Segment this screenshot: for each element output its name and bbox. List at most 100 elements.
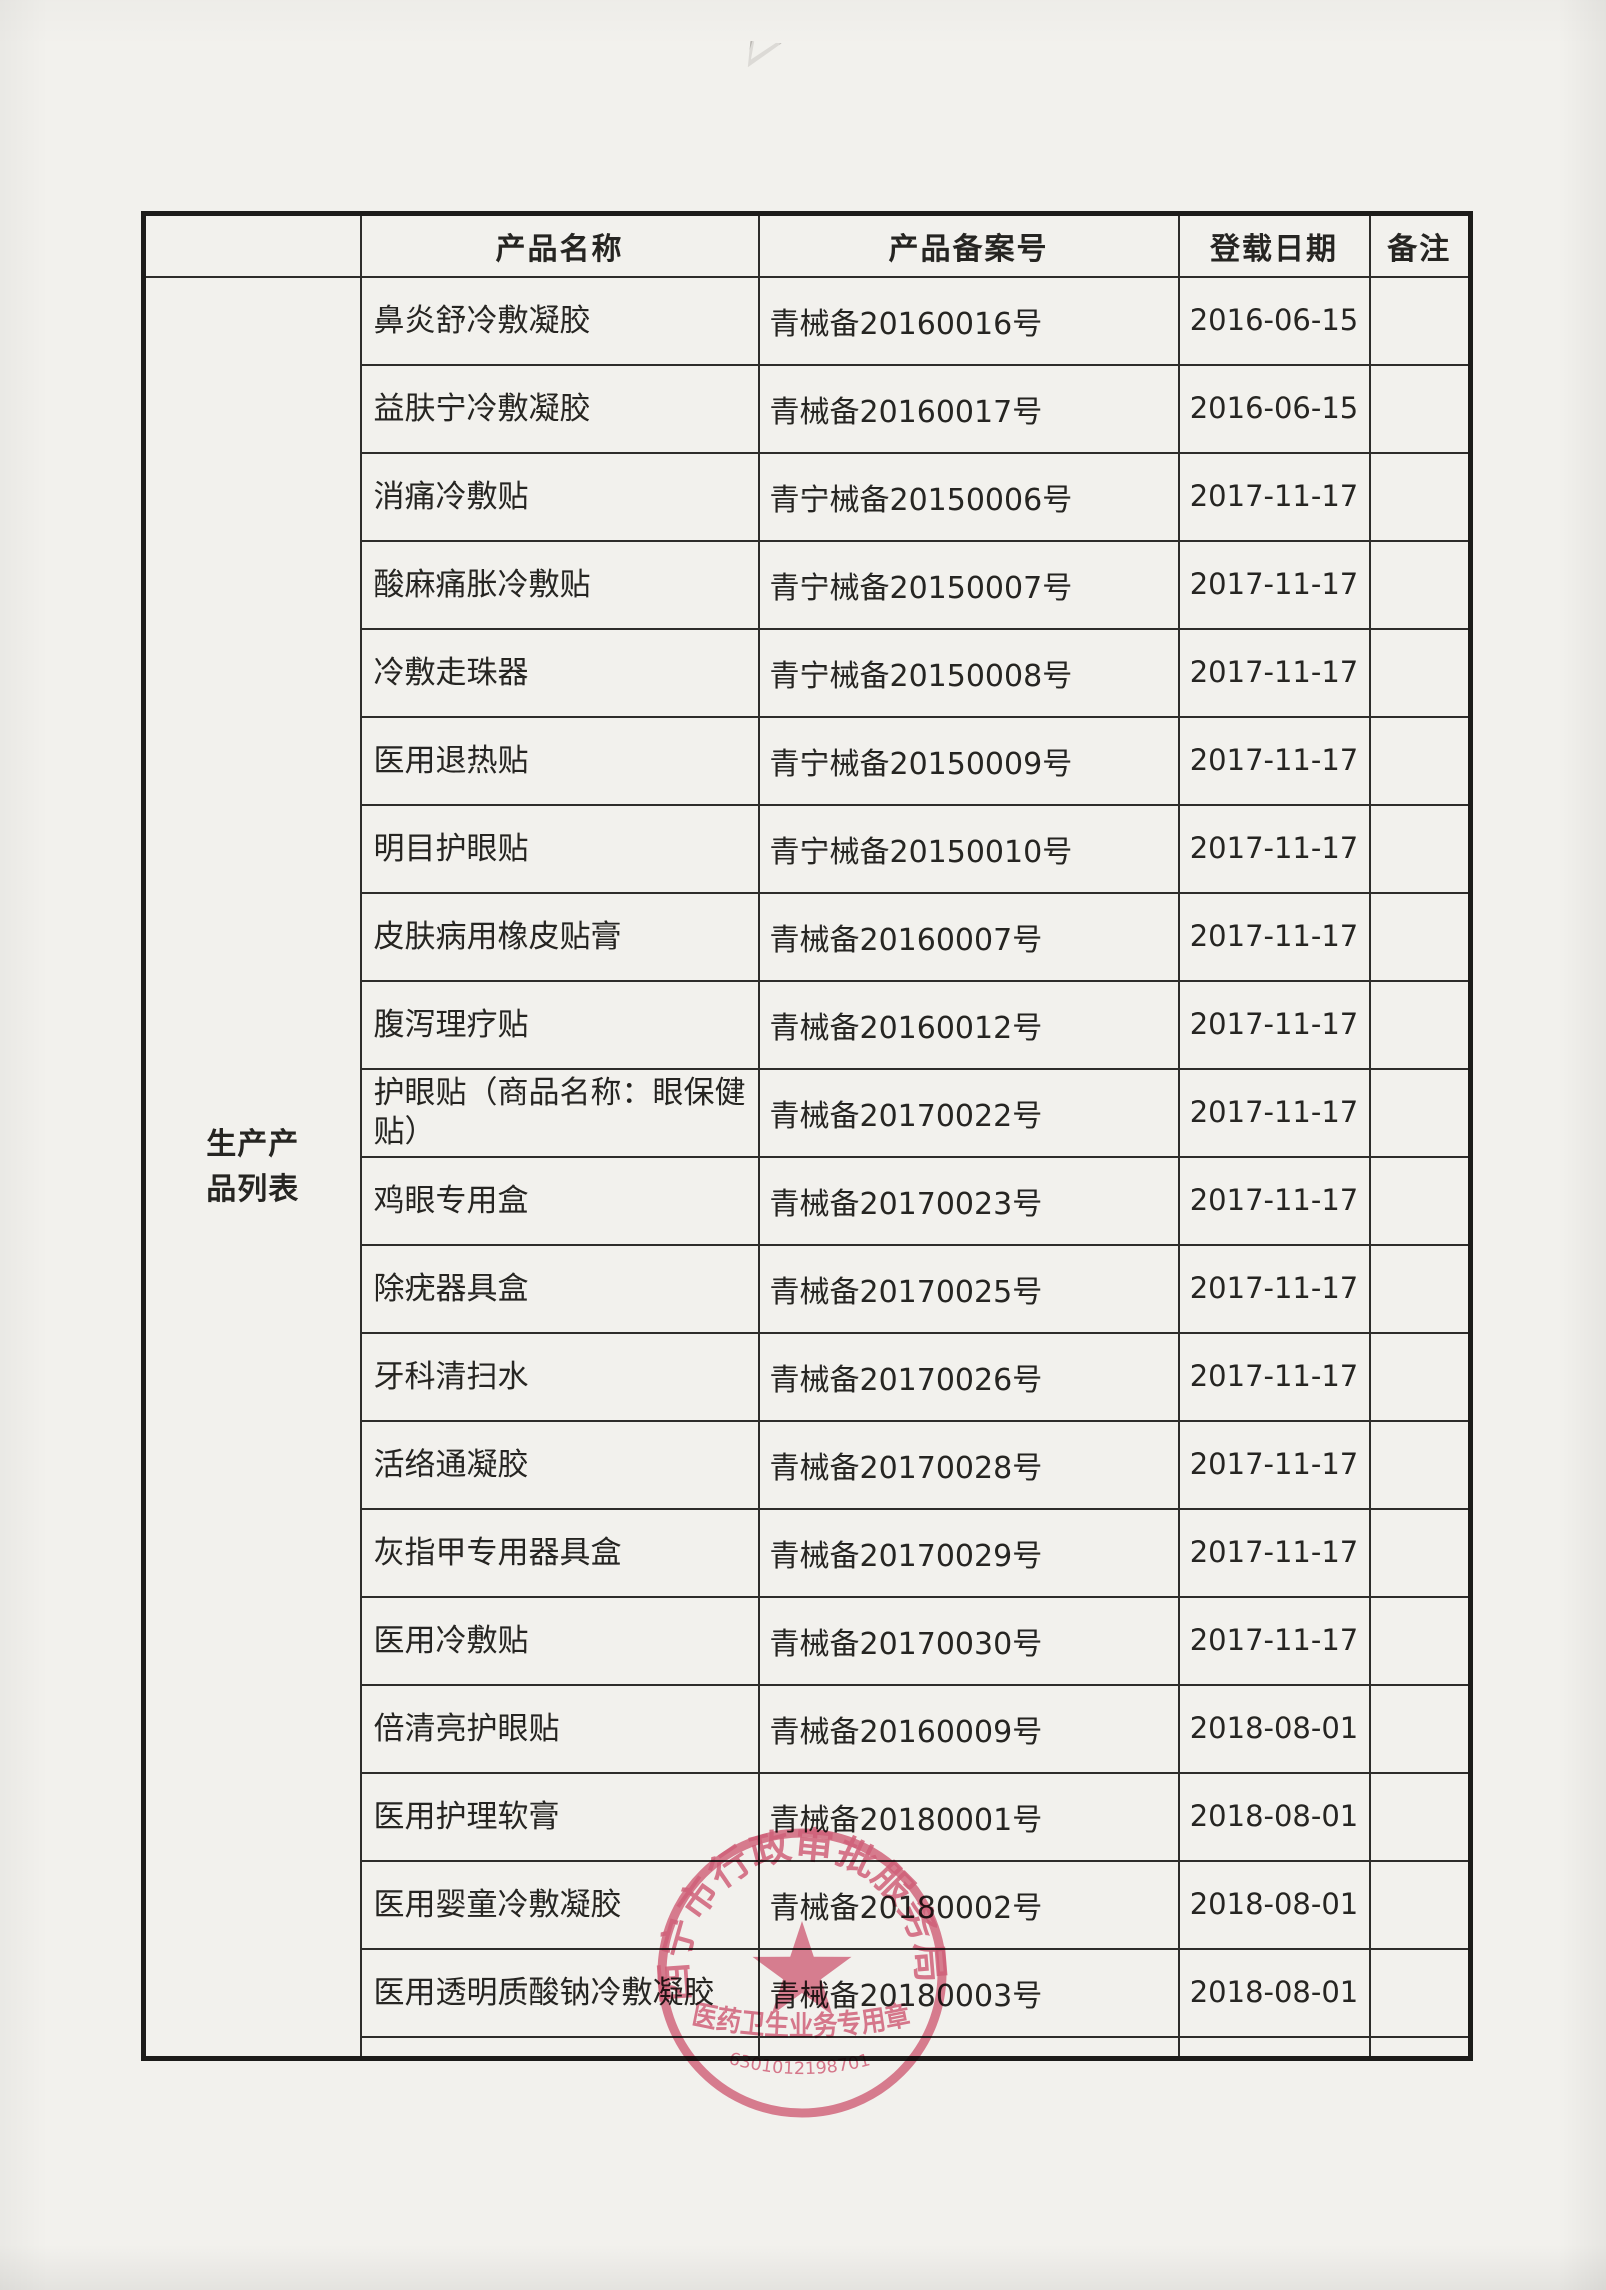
registration-number-cell: 青宁械备20150007号 (757, 540, 1180, 630)
registration-number-cell: 青械备20180003号 (757, 1948, 1180, 2038)
publish-date-cell: 2017-11-17 (1177, 1420, 1371, 1510)
publish-date-cell: 2017-11-17 (1177, 1508, 1371, 1598)
remarks-cell (1368, 804, 1472, 894)
publish-date-cell: 2017-11-17 (1177, 628, 1371, 718)
product-table-body: 产品名称 产品备案号 登载日期 备注 生产产品列表 鼻炎舒冷敷凝胶 青械备2016… (142, 212, 1472, 2060)
registration-number-cell: 青械备20170029号 (757, 1508, 1180, 1598)
remarks-cell (1368, 540, 1472, 630)
remarks-cell (1368, 1244, 1472, 1334)
registration-number-cell: 青械备20180002号 (757, 1860, 1180, 1950)
registration-number-cell: 青械备20160007号 (757, 892, 1180, 982)
registration-number-cell: 青械备20170026号 (757, 1332, 1180, 1422)
remarks-cell (1368, 1068, 1472, 1158)
table-row: 酸麻痛胀冷敷贴 青宁械备20150007号 2017-11-17 (144, 540, 1472, 630)
registration-number-cell: 青械备20160016号 (757, 276, 1180, 366)
remarks-cell (1368, 1948, 1472, 2038)
remarks-cell (1368, 1332, 1472, 1422)
table-row: 灰指甲专用器具盒 青械备20170029号 2017-11-17 (144, 1508, 1472, 1598)
registration-number-cell: 青械备20170028号 (757, 1420, 1180, 1510)
product-name-cell: 倍清亮护眼贴 (359, 1684, 760, 1774)
registration-number-cell: 青械备20170023号 (757, 1156, 1180, 1246)
publish-date-cell: 2018-08-01 (1177, 1684, 1371, 1774)
publish-date-cell: 2016-06-15 (1177, 276, 1371, 366)
remarks-cell (1368, 1860, 1472, 1950)
header-remarks: 备注 (1368, 212, 1472, 278)
table-row: 牙科清扫水 青械备20170026号 2017-11-17 (144, 1332, 1472, 1422)
table-row: 益肤宁冷敷凝胶 青械备20160017号 2016-06-15 (144, 364, 1472, 454)
product-name-cell: 灰指甲专用器具盒 (359, 1508, 760, 1598)
publish-date-cell: 2018-08-01 (1177, 1860, 1371, 1950)
product-name-cell: 消痛冷敷贴 (359, 452, 760, 542)
product-table: 产品名称 产品备案号 登载日期 备注 生产产品列表 鼻炎舒冷敷凝胶 青械备2016… (141, 211, 1473, 2061)
product-name-cell: 牙科清扫水 (359, 1332, 760, 1422)
publish-date-cell: 2017-11-17 (1177, 1068, 1371, 1158)
table-row: 明目护眼贴 青宁械备20150010号 2017-11-17 (144, 804, 1472, 894)
table-row: 护眼贴（商品名称：眼保健贴） 青械备20170022号 2017-11-17 (144, 1068, 1472, 1158)
publish-date-cell: 2017-11-17 (1177, 452, 1371, 542)
table-row: 倍清亮护眼贴 青械备20160009号 2018-08-01 (144, 1684, 1472, 1774)
remarks-cell (1368, 1772, 1472, 1862)
pencil-scan-mark (742, 41, 782, 69)
publish-date-cell: 2018-08-01 (1177, 1772, 1371, 1862)
product-name-cell: 冷敷走珠器 (359, 628, 760, 718)
product-name-cell: 医用退热贴 (359, 716, 760, 806)
remarks-cell (1368, 364, 1472, 454)
remarks-cell (1368, 1596, 1472, 1686)
table-row: 冷敷走珠器 青宁械备20150008号 2017-11-17 (144, 628, 1472, 718)
product-name-cell: 明目护眼贴 (359, 804, 760, 894)
remarks-cell (1368, 1508, 1472, 1598)
remarks-cell (1368, 716, 1472, 806)
publish-date-cell: 2017-11-17 (1177, 804, 1371, 894)
row-group-label: 生产产品列表 (142, 276, 362, 2060)
registration-number-cell: 青械备20170022号 (757, 1068, 1180, 1158)
table-row: 医用退热贴 青宁械备20150009号 2017-11-17 (144, 716, 1472, 806)
table-row: 除疣器具盒 青械备20170025号 2017-11-17 (144, 1244, 1472, 1334)
product-name-cell: 医用护理软膏 (359, 1772, 760, 1862)
publish-date-cell: 2016-06-15 (1177, 364, 1371, 454)
table-row: 医用冷敷贴 青械备20170030号 2017-11-17 (144, 1596, 1472, 1686)
remarks-cell (1368, 1684, 1472, 1774)
header-corner-cell (142, 212, 362, 278)
table-header-row: 产品名称 产品备案号 登载日期 备注 (142, 212, 1472, 278)
product-name-cell: 除疣器具盒 (359, 1244, 760, 1334)
publish-date-cell: 2017-11-17 (1177, 980, 1371, 1070)
product-name-cell: 医用冷敷贴 (359, 1596, 760, 1686)
product-name-cell: 护眼贴（商品名称：眼保健贴） (359, 1068, 760, 1158)
product-name-cell: 医用透明质酸钠冷敷凝胶 (359, 1948, 760, 2038)
remarks-cell (1368, 1156, 1472, 1246)
product-name-cell: 医用婴童冷敷凝胶 (359, 1860, 760, 1950)
registration-number-cell: 青宁械备20150008号 (757, 628, 1180, 718)
registration-number-cell: 青宁械备20150006号 (757, 452, 1180, 542)
remarks-cell (1368, 628, 1472, 718)
product-name-cell: 鼻炎舒冷敷凝胶 (359, 276, 760, 366)
header-registration-number: 产品备案号 (757, 212, 1180, 278)
table-row: 皮肤病用橡皮贴膏 青械备20160007号 2017-11-17 (144, 892, 1472, 982)
table-row: 活络通凝胶 青械备20170028号 2017-11-17 (144, 1420, 1472, 1510)
table-row: 生产产品列表 鼻炎舒冷敷凝胶 青械备20160016号 2016-06-15 (142, 276, 1472, 2060)
publish-date-cell: 2017-11-17 (1177, 1244, 1371, 1334)
remarks-cell (1368, 980, 1472, 1070)
registration-number-cell: 青械备20160017号 (757, 364, 1180, 454)
remarks-cell (1368, 452, 1472, 542)
registration-number-cell: 青械备20170025号 (757, 1244, 1180, 1334)
publish-date-cell: 2017-11-17 (1177, 1596, 1371, 1686)
registration-number-cell: 青械备20160012号 (757, 980, 1180, 1070)
product-name-cell: 活络通凝胶 (359, 1420, 760, 1510)
registration-number-cell: 青宁械备20150010号 (757, 804, 1180, 894)
product-name-cell: 腹泻理疗贴 (359, 980, 760, 1070)
remarks-cell (1368, 1420, 1472, 1510)
product-name-cell: 益肤宁冷敷凝胶 (359, 364, 760, 454)
registration-number-cell: 青械备20160009号 (757, 1684, 1180, 1774)
registration-number-cell: 青械备20170030号 (757, 1596, 1180, 1686)
publish-date-cell: 2017-11-17 (1177, 716, 1371, 806)
publish-date-cell: 2017-11-17 (1177, 1332, 1371, 1422)
publish-date-cell: 2017-11-17 (1177, 1156, 1371, 1246)
publish-date-cell: 2017-11-17 (1177, 892, 1371, 982)
registration-number-cell: 青宁械备20150009号 (757, 716, 1180, 806)
header-publish-date: 登载日期 (1177, 212, 1371, 278)
table-row: 腹泻理疗贴 青械备20160012号 2017-11-17 (144, 980, 1472, 1070)
registration-number-cell: 青械备20180001号 (757, 1772, 1180, 1862)
publish-date-cell: 2017-11-17 (1177, 540, 1371, 630)
publish-date-cell: 2018-08-01 (1177, 1948, 1371, 2038)
